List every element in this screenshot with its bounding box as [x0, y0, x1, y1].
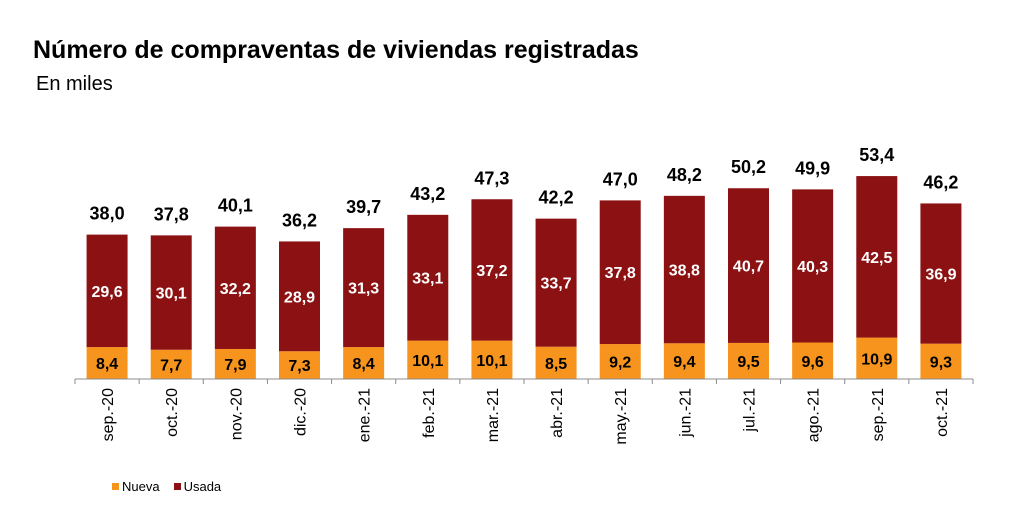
data-label-total: 38,0	[90, 204, 125, 224]
data-label-usada: 30,1	[156, 286, 187, 303]
x-tick-label: may.-21	[613, 388, 630, 445]
bar-usada	[663, 195, 705, 344]
bar-usada	[407, 214, 449, 341]
bar-usada	[920, 203, 962, 344]
data-label-usada: 37,8	[605, 265, 636, 282]
chart-subtitle: En miles	[36, 73, 113, 95]
x-tick-label: jun.-21	[677, 388, 694, 438]
data-label-total: 49,9	[795, 158, 830, 178]
data-label-usada: 37,2	[476, 263, 507, 280]
data-label-nueva: 9,6	[802, 354, 824, 371]
data-label-total: 50,2	[731, 157, 766, 177]
data-label-total: 47,0	[603, 169, 638, 189]
data-label-total: 53,4	[859, 145, 894, 165]
data-label-usada: 32,2	[220, 281, 251, 298]
data-label-nueva: 9,5	[737, 354, 759, 371]
bar-usada	[279, 241, 320, 352]
x-tick-label: sep.-21	[870, 388, 887, 441]
bar-usada	[471, 199, 513, 341]
bar-nueva	[86, 347, 128, 379]
data-label-nueva: 7,9	[224, 357, 246, 374]
x-tick-label: ene.-21	[357, 388, 374, 442]
data-label-usada: 42,5	[861, 250, 892, 267]
data-label-usada: 33,7	[541, 276, 572, 293]
data-label-usada: 29,6	[92, 284, 123, 301]
data-label-nueva: 10,9	[861, 351, 892, 368]
data-label-usada: 40,7	[733, 259, 764, 276]
data-label-nueva: 10,1	[476, 353, 507, 370]
x-tick-label: mar.-21	[485, 388, 502, 442]
bar-nueva	[599, 344, 641, 379]
bar-nueva	[663, 343, 705, 379]
chart-legend: Nueva Usada	[112, 479, 235, 494]
bar-nueva	[150, 349, 192, 379]
bar-usada	[599, 200, 641, 345]
data-label-nueva: 8,4	[96, 356, 118, 373]
legend-item-nueva: Nueva	[112, 479, 160, 494]
data-label-total: 40,1	[218, 196, 253, 216]
x-tick-label: sep.-20	[100, 388, 117, 441]
data-label-usada: 31,3	[348, 281, 379, 298]
bar-nueva	[535, 346, 577, 379]
bar-usada	[86, 234, 128, 348]
data-label-total: 36,2	[282, 210, 317, 230]
data-label-nueva: 10,1	[412, 353, 443, 370]
bar-usada	[343, 228, 385, 348]
bar-usada	[535, 218, 577, 347]
bar-nueva	[920, 343, 962, 379]
data-label-nueva: 9,3	[930, 354, 952, 371]
legend-label-nueva: Nueva	[122, 479, 160, 494]
data-label-nueva: 7,3	[288, 358, 310, 375]
data-label-total: 48,2	[667, 165, 702, 185]
data-label-total: 42,2	[539, 188, 574, 208]
bar-usada	[214, 226, 256, 349]
bar-nueva	[407, 340, 449, 379]
bar-nueva	[471, 340, 513, 379]
bar-nueva	[214, 348, 256, 379]
data-label-nueva: 7,7	[160, 357, 182, 374]
data-label-total: 46,2	[923, 172, 958, 192]
x-tick-label: oct.-21	[934, 388, 951, 437]
bar-usada	[856, 176, 898, 338]
bar-nueva	[792, 342, 834, 379]
x-tick-label: feb.-21	[421, 388, 438, 438]
bar-usada	[150, 235, 192, 350]
chart-title: Número de compraventas de viviendas regi…	[33, 36, 639, 64]
x-tick-label: ago.-21	[806, 388, 823, 442]
bar-nueva	[279, 351, 320, 379]
x-tick-label: jul.-21	[742, 388, 759, 433]
legend-item-usada: Usada	[173, 479, 222, 494]
bar-nueva	[343, 347, 385, 379]
bar-nueva	[856, 337, 898, 379]
data-label-usada: 36,9	[925, 267, 956, 284]
data-label-total: 47,3	[474, 168, 509, 188]
data-label-nueva: 9,4	[673, 354, 695, 371]
bar-usada	[792, 189, 834, 343]
x-tick-label: oct.-20	[164, 388, 181, 437]
x-tick-label: abr.-21	[549, 388, 566, 438]
legend-label-usada: Usada	[183, 479, 222, 494]
data-label-nueva: 8,5	[545, 356, 567, 373]
data-label-usada: 38,8	[669, 263, 700, 280]
x-tick-label: nov.-20	[228, 388, 245, 440]
bar-nueva	[728, 342, 769, 379]
data-label-total: 37,8	[154, 204, 189, 224]
x-tick-label: dic.-20	[293, 388, 310, 436]
data-label-total: 43,2	[410, 184, 445, 204]
legend-swatch-nueva	[112, 483, 119, 490]
data-label-nueva: 8,4	[353, 356, 375, 373]
data-label-usada: 40,3	[797, 259, 828, 276]
legend-swatch-usada	[173, 483, 181, 490]
data-label-total: 39,7	[346, 197, 381, 217]
data-label-usada: 28,9	[284, 289, 315, 306]
data-label-usada: 33,1	[412, 271, 443, 288]
bar-usada	[728, 188, 769, 343]
data-label-nueva: 9,2	[609, 355, 631, 372]
